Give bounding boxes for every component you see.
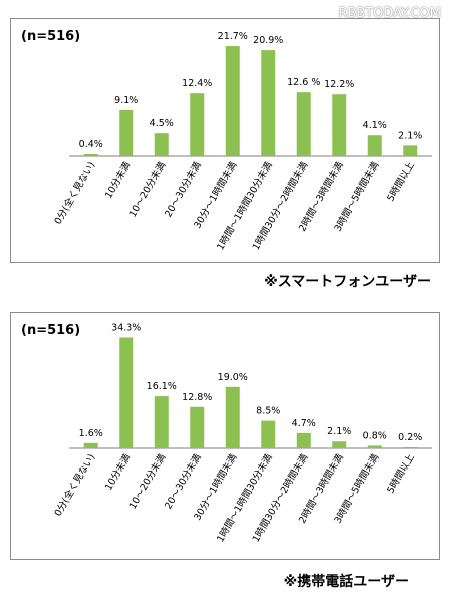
bar <box>332 94 347 156</box>
bar <box>83 442 98 448</box>
smartphone-caption: ※スマートフォンユーザー <box>264 274 431 290</box>
bar <box>154 133 169 156</box>
feature-phone-caption: ※携帯電話ユーザー <box>283 574 409 590</box>
bar <box>190 406 205 448</box>
sample-size-label: (n=516) <box>21 323 81 338</box>
value-label: 9.1% <box>114 95 138 106</box>
bar <box>403 145 418 156</box>
value-label: 4.1% <box>363 120 387 131</box>
value-label: 2.1% <box>327 426 351 437</box>
value-label: 2.1% <box>398 130 422 141</box>
bar <box>296 432 311 448</box>
value-label: 1.6% <box>79 428 103 439</box>
bar <box>403 447 418 448</box>
value-label: 4.7% <box>292 418 316 429</box>
category-label: 0分(全く見ない) <box>52 160 98 227</box>
category-label: 10分未満 <box>102 159 133 201</box>
bar <box>261 50 276 156</box>
category-label: 10分未満 <box>102 451 133 493</box>
value-label: 0.2% <box>398 432 422 443</box>
bar <box>332 441 347 448</box>
bar <box>225 386 240 448</box>
feature-phone-bar-chart: 1.6% 0分(全く見ない) 34.3% 10分未満 16.1% 10～20分未満 12.8… <box>52 322 432 544</box>
value-label: 19.0% <box>218 372 248 383</box>
category-label: 10～20分未満 <box>127 159 169 219</box>
category-label: 10～20分未満 <box>127 451 169 511</box>
category-label: 5時間以上 <box>385 452 417 496</box>
bar <box>367 445 382 448</box>
value-label: 12.6 % <box>287 77 320 88</box>
value-label: 34.3% <box>111 322 141 333</box>
category-label: 5時間以上 <box>385 160 417 204</box>
category-label: 20～30分未満 <box>162 451 204 511</box>
value-label: 12.2% <box>324 79 354 90</box>
value-label: 20.9% <box>253 35 283 46</box>
bar <box>119 337 134 448</box>
value-label: 4.5% <box>150 118 174 129</box>
bar <box>261 420 276 448</box>
smartphone-bar-chart: 0.4% 0分(全く見ない) 9.1% 10分未満 4.5% 10～20分未満 12.4% 2… <box>52 31 432 252</box>
feature-phone-chart-panel: (n=516) 1.6% 0分(全く見ない) 34.3% 10分未満 16.1% 10～2… <box>10 312 440 560</box>
bar <box>190 93 205 156</box>
value-label: 21.7% <box>218 31 248 42</box>
value-label: 0.4% <box>79 139 103 150</box>
value-label: 12.4% <box>182 78 212 89</box>
value-label: 8.5% <box>256 406 280 417</box>
category-label: 20～30分未満 <box>162 159 204 219</box>
watermark: RBBTODAY.COM <box>338 6 441 21</box>
sample-size-label: (n=516) <box>21 29 81 44</box>
category-label: 0分(全く見ない) <box>52 452 98 519</box>
bar <box>367 135 382 156</box>
bar <box>83 153 98 156</box>
value-label: 12.8% <box>182 392 212 403</box>
value-label: 0.8% <box>363 430 387 441</box>
bar <box>154 396 169 448</box>
bar <box>119 109 134 156</box>
smartphone-chart-panel: (n=516) 0.4% 0分(全く見ない) 9.1% 10分未満 4.5% 10～20分… <box>10 18 440 263</box>
bar <box>296 92 311 156</box>
value-label: 16.1% <box>147 381 177 392</box>
bar <box>225 46 240 157</box>
